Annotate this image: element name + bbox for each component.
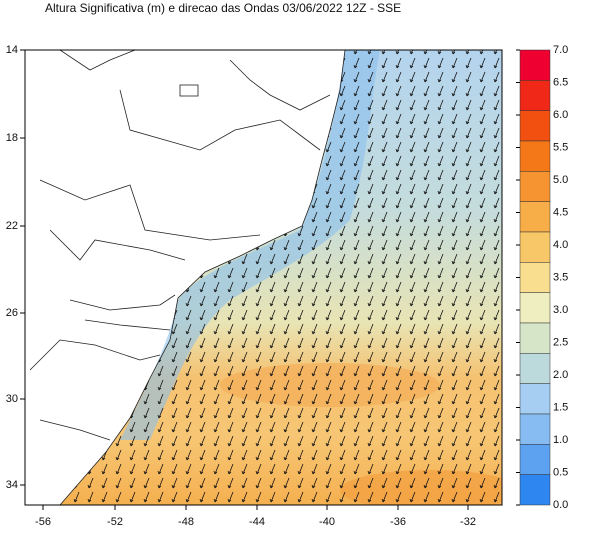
color-band: [519, 262, 551, 293]
color-band: [519, 49, 551, 81]
lon-label: -32: [460, 516, 476, 528]
color-band: [519, 201, 551, 233]
color-band: [519, 231, 551, 263]
color-band: [519, 413, 551, 445]
lat-label: 26: [6, 307, 18, 319]
borders: [29, 50, 346, 505]
lat-label: 22: [6, 220, 18, 232]
colorbar-label: 3.5: [553, 271, 568, 283]
lat-label: 18: [6, 132, 18, 144]
color-band: [519, 474, 551, 506]
color-band: [519, 110, 551, 142]
color-band: [519, 353, 551, 384]
colorbar-label: 0.5: [553, 466, 568, 478]
color-band: [519, 322, 551, 354]
lat-label: 34: [6, 479, 18, 491]
map-frame: [24, 49, 503, 506]
colorbar-label: 3.0: [553, 304, 568, 316]
colorbar-label: 1.5: [553, 401, 568, 413]
colorbar-label: 5.0: [553, 174, 568, 186]
colorbar-label: 6.0: [553, 109, 568, 121]
colorbar-label: 5.5: [553, 141, 568, 153]
lon-label: -36: [390, 516, 406, 528]
map-area: [25, 50, 502, 505]
color-band: [519, 444, 551, 475]
colorbar-label: 4.0: [553, 239, 568, 251]
color-band: [519, 292, 551, 324]
colorbar-label: 6.5: [553, 76, 568, 88]
color-band: [519, 171, 551, 202]
color-band: [519, 140, 551, 172]
color-band: [519, 383, 551, 415]
color-band: [519, 80, 551, 111]
colorbar-label: 0.0: [553, 499, 568, 511]
lon-label: -52: [107, 516, 123, 528]
map-title: Altura Significativa (m) e direcao das O…: [45, 1, 401, 15]
lon-label: -40: [319, 516, 335, 528]
lat-label: 14: [6, 44, 18, 56]
colorbar-label: 4.5: [553, 206, 568, 218]
colorbar-label: 1.0: [553, 434, 568, 446]
colorbar-label: 2.0: [553, 369, 568, 381]
colorbar-label: 2.5: [553, 336, 568, 348]
colorbar-label: 7.0: [553, 44, 568, 56]
lat-label: 30: [6, 393, 18, 405]
lon-label: -48: [178, 516, 194, 528]
lon-label: -44: [249, 516, 265, 528]
lon-label: -56: [35, 516, 51, 528]
